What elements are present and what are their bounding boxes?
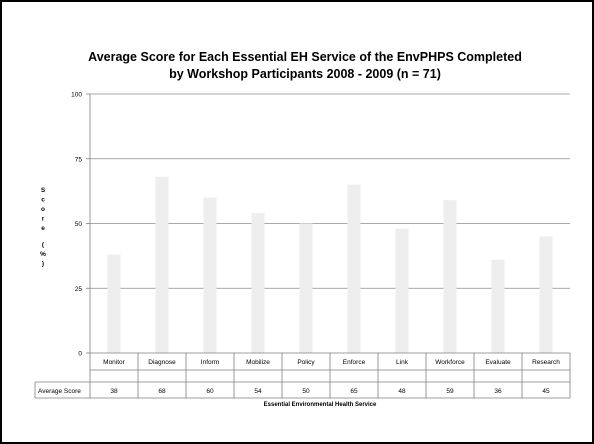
bar (395, 228, 409, 353)
y-axis-label-char: S (41, 187, 46, 194)
x-axis-label: Essential Environmental Health Service (264, 402, 377, 408)
y-tick-label: 0 (78, 351, 82, 358)
y-axis-label-char: ) (42, 261, 44, 268)
x-tick-label: Diagnose (148, 359, 176, 366)
y-axis-label-char: e (41, 225, 45, 232)
x-tick-label: Workforce (435, 359, 465, 366)
data-label: 68 (158, 388, 166, 395)
y-tick-label: 50 (75, 221, 83, 228)
data-label: 36 (494, 388, 502, 395)
data-label: 60 (206, 388, 214, 395)
x-tick-label: Link (396, 359, 409, 366)
data-label: 45 (542, 388, 550, 395)
y-axis-label-char: % (40, 251, 46, 258)
x-tick-label: Evaluate (485, 359, 511, 366)
y-tick-label: 75 (75, 156, 83, 163)
data-label: 54 (254, 388, 262, 395)
y-axis-label-char: r (42, 216, 45, 223)
y-axis-label-char: c (41, 197, 45, 204)
bar (155, 176, 169, 353)
data-label: 59 (446, 388, 454, 395)
bar (443, 200, 457, 353)
data-label: 38 (110, 388, 118, 395)
x-tick-label: Inform (201, 359, 219, 366)
bar (251, 213, 265, 353)
chart-title-line: Average Score for Each Essential EH Serv… (88, 50, 522, 64)
data-label: 50 (302, 388, 310, 395)
x-tick-label: Monitor (103, 359, 126, 366)
x-tick-label: Research (532, 359, 560, 366)
data-label: 48 (398, 388, 406, 395)
bar (299, 223, 313, 353)
data-label: 65 (350, 388, 358, 395)
bar (203, 197, 217, 353)
x-tick-label: Mobilize (246, 359, 270, 366)
y-axis-label-char: ( (42, 242, 45, 249)
chart-title-line: by Workshop Participants 2008 - 2009 (n … (169, 67, 441, 81)
x-tick-label: Policy (297, 359, 315, 366)
x-tick-label: Enforce (343, 359, 366, 366)
y-axis-label-char: o (41, 206, 45, 213)
legend-series-name: Average Score (38, 388, 81, 395)
bar (347, 184, 361, 353)
y-tick-label: 25 (75, 286, 83, 293)
bar (107, 254, 121, 353)
bar (491, 259, 505, 353)
y-tick-label: 100 (71, 92, 82, 99)
bar (539, 236, 553, 353)
